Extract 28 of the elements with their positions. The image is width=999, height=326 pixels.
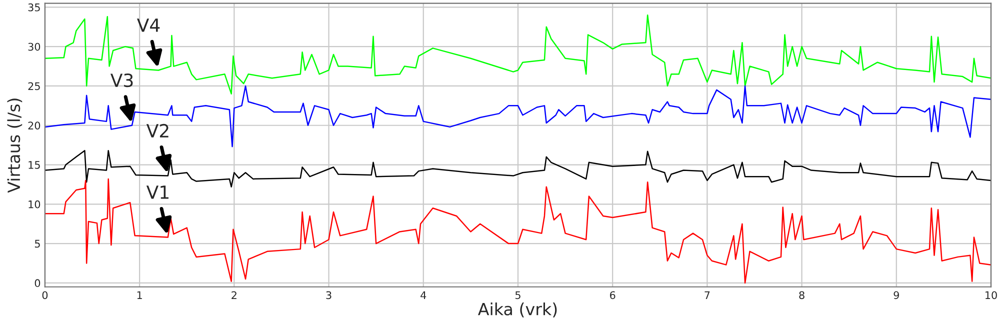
annotation: V2 bbox=[146, 124, 168, 138]
annotation: V1 bbox=[146, 186, 168, 199]
y-tick-label: 5 bbox=[34, 240, 40, 248]
x-tick-label: 4 bbox=[420, 291, 426, 299]
y-tick-label: 20 bbox=[28, 122, 40, 130]
line-series bbox=[44, 14, 992, 94]
annotation: V4 bbox=[136, 18, 160, 32]
y-tick-label: 30 bbox=[28, 42, 40, 51]
y-tick-label: 15 bbox=[28, 161, 40, 169]
x-tick-label: 10 bbox=[986, 291, 997, 300]
y-tick-label: 0 bbox=[34, 279, 40, 288]
line-series bbox=[44, 150, 992, 188]
x-tick-label: 1 bbox=[137, 291, 142, 299]
y-axis-title: Virtaus (l/s) bbox=[7, 98, 22, 193]
x-tick-label: 7 bbox=[704, 291, 710, 299]
x-tick-label: 5 bbox=[515, 291, 520, 300]
x-tick-label: 6 bbox=[610, 291, 616, 300]
x-tick-label: 3 bbox=[326, 291, 332, 300]
x-tick-label: 2 bbox=[232, 291, 236, 299]
x-tick-label: 9 bbox=[894, 291, 899, 300]
y-tick-label: 35 bbox=[28, 3, 40, 12]
y-tick-label: 10 bbox=[28, 200, 40, 208]
line-series bbox=[44, 178, 992, 284]
x-tick-label: 0 bbox=[42, 291, 48, 300]
y-tick-label: 25 bbox=[28, 82, 40, 90]
x-tick-label: 8 bbox=[799, 291, 804, 300]
x-axis-title: Aika (vrk) bbox=[478, 302, 557, 318]
annotation: V3 bbox=[110, 73, 133, 88]
